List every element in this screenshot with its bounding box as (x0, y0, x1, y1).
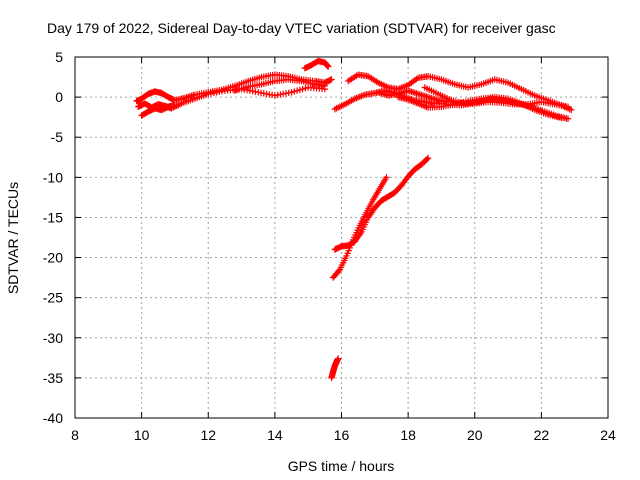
data-point (328, 76, 335, 83)
x-tick-label: 24 (600, 427, 616, 443)
axis-ticks: 8 10 12 14 16 18 20 22 24 5 0 -5 -10 -15 -20 -25 -30 -35 -… (43, 49, 616, 443)
series-track-m (328, 355, 342, 382)
y-tick-label: 0 (55, 89, 63, 105)
x-tick-label: 20 (467, 427, 483, 443)
data-point (302, 85, 309, 92)
y-tick-label: 5 (55, 49, 63, 65)
data-marks (133, 57, 575, 382)
grid-lines (75, 57, 608, 418)
y-tick-label: -15 (43, 209, 63, 225)
x-tick-label: 14 (267, 427, 283, 443)
y-tick-label: -20 (43, 250, 63, 266)
series-track-c (138, 101, 179, 119)
series-track-a (133, 71, 335, 105)
y-axis-label: SDTVAR / TECUs (5, 182, 21, 294)
y-tick-label: -40 (43, 410, 63, 426)
data-point (383, 174, 390, 181)
x-tick-label: 22 (534, 427, 550, 443)
data-point (324, 63, 332, 70)
x-tick-label: 8 (71, 427, 79, 443)
series-track-g (344, 71, 575, 114)
series-track-e (301, 57, 332, 72)
data-point (296, 86, 304, 94)
series-track-i (394, 93, 565, 122)
x-tick-label: 16 (334, 427, 350, 443)
data-point (335, 267, 342, 275)
y-tick-label: -35 (43, 370, 63, 386)
data-point (568, 106, 575, 114)
data-point (299, 85, 306, 93)
series-track-j (374, 87, 452, 106)
x-tick-label: 18 (400, 427, 416, 443)
chart-title: Day 179 of 2022, Sidereal Day-to-day VTE… (47, 20, 556, 36)
data-point (424, 154, 432, 162)
data-point (321, 82, 329, 90)
data-point (293, 87, 301, 94)
series-track-l (331, 154, 432, 253)
data-point (423, 155, 431, 163)
y-tick-label: -30 (43, 330, 63, 346)
y-tick-label: -10 (43, 169, 63, 185)
x-tick-label: 10 (134, 427, 150, 443)
x-tick-label: 12 (200, 427, 216, 443)
data-point (171, 101, 179, 109)
series-track-k (329, 174, 390, 281)
data-point (334, 355, 342, 362)
data-point (288, 89, 295, 96)
data-point (558, 114, 565, 122)
series-track-d (231, 76, 329, 94)
y-tick-label: -5 (51, 129, 64, 145)
x-axis-label: GPS time / hours (288, 458, 395, 474)
data-point (444, 98, 452, 106)
y-tick-label: -25 (43, 290, 63, 306)
data-point (291, 88, 298, 95)
data-point (564, 115, 572, 122)
